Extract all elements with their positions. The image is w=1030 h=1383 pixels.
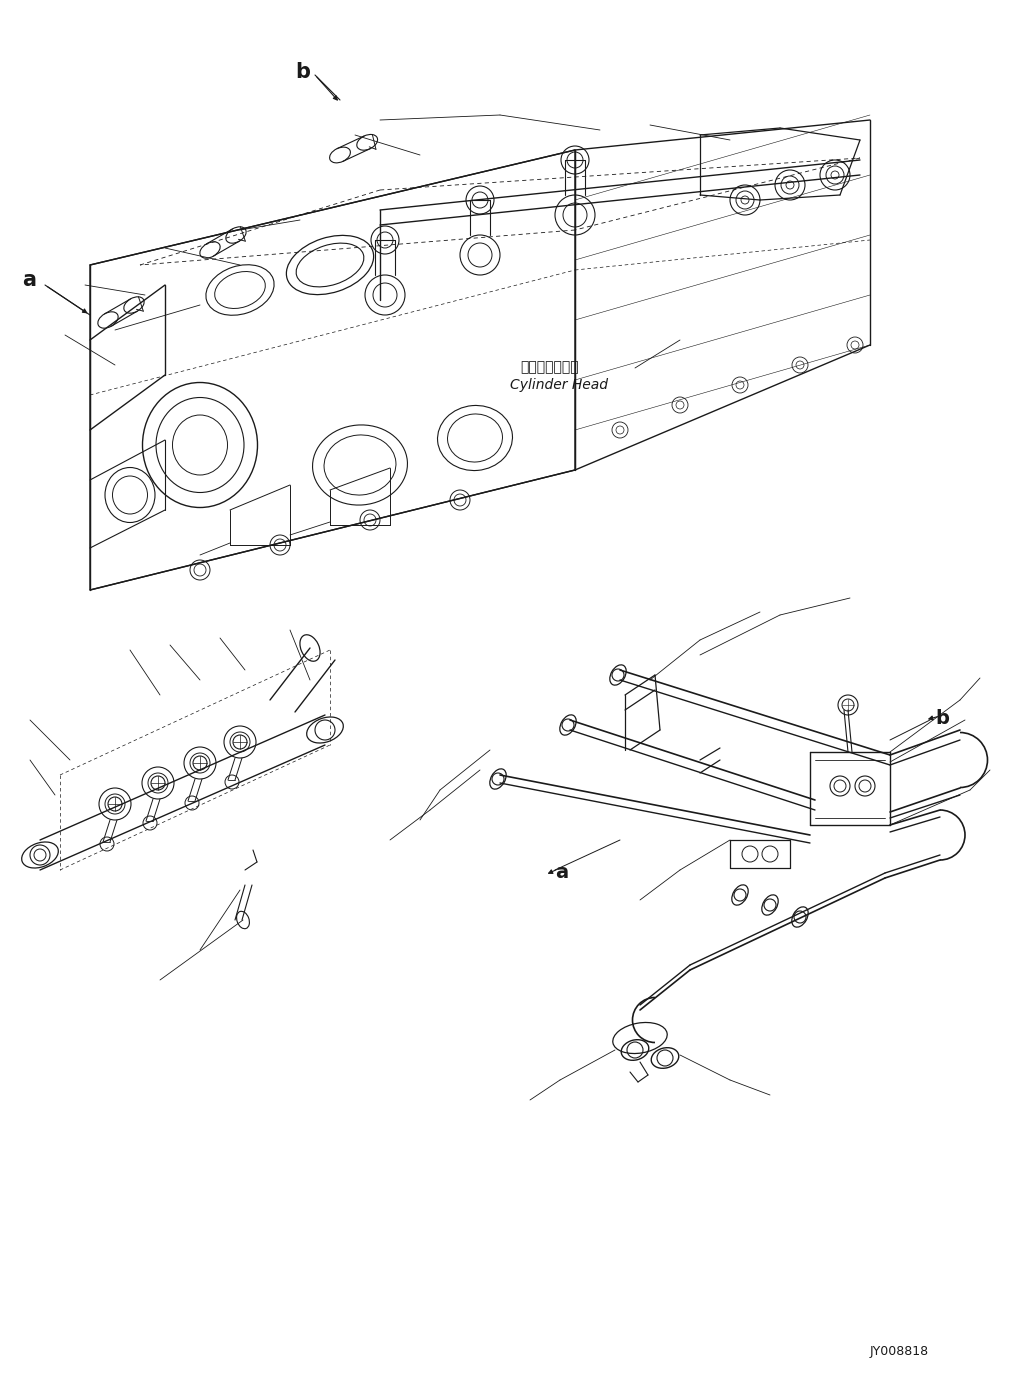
Circle shape — [842, 698, 854, 711]
Text: b: b — [935, 708, 949, 727]
Circle shape — [108, 797, 122, 810]
Text: a: a — [22, 270, 36, 290]
Text: Cylinder Head: Cylinder Head — [510, 378, 608, 391]
Text: JY008818: JY008818 — [870, 1346, 929, 1358]
Text: a: a — [555, 863, 569, 881]
Circle shape — [151, 776, 165, 790]
Text: シリンダヘッド: シリンダヘッド — [520, 360, 579, 373]
Text: b: b — [295, 62, 310, 82]
Circle shape — [193, 757, 207, 770]
Circle shape — [30, 845, 50, 864]
Polygon shape — [90, 149, 575, 591]
Circle shape — [233, 734, 247, 750]
